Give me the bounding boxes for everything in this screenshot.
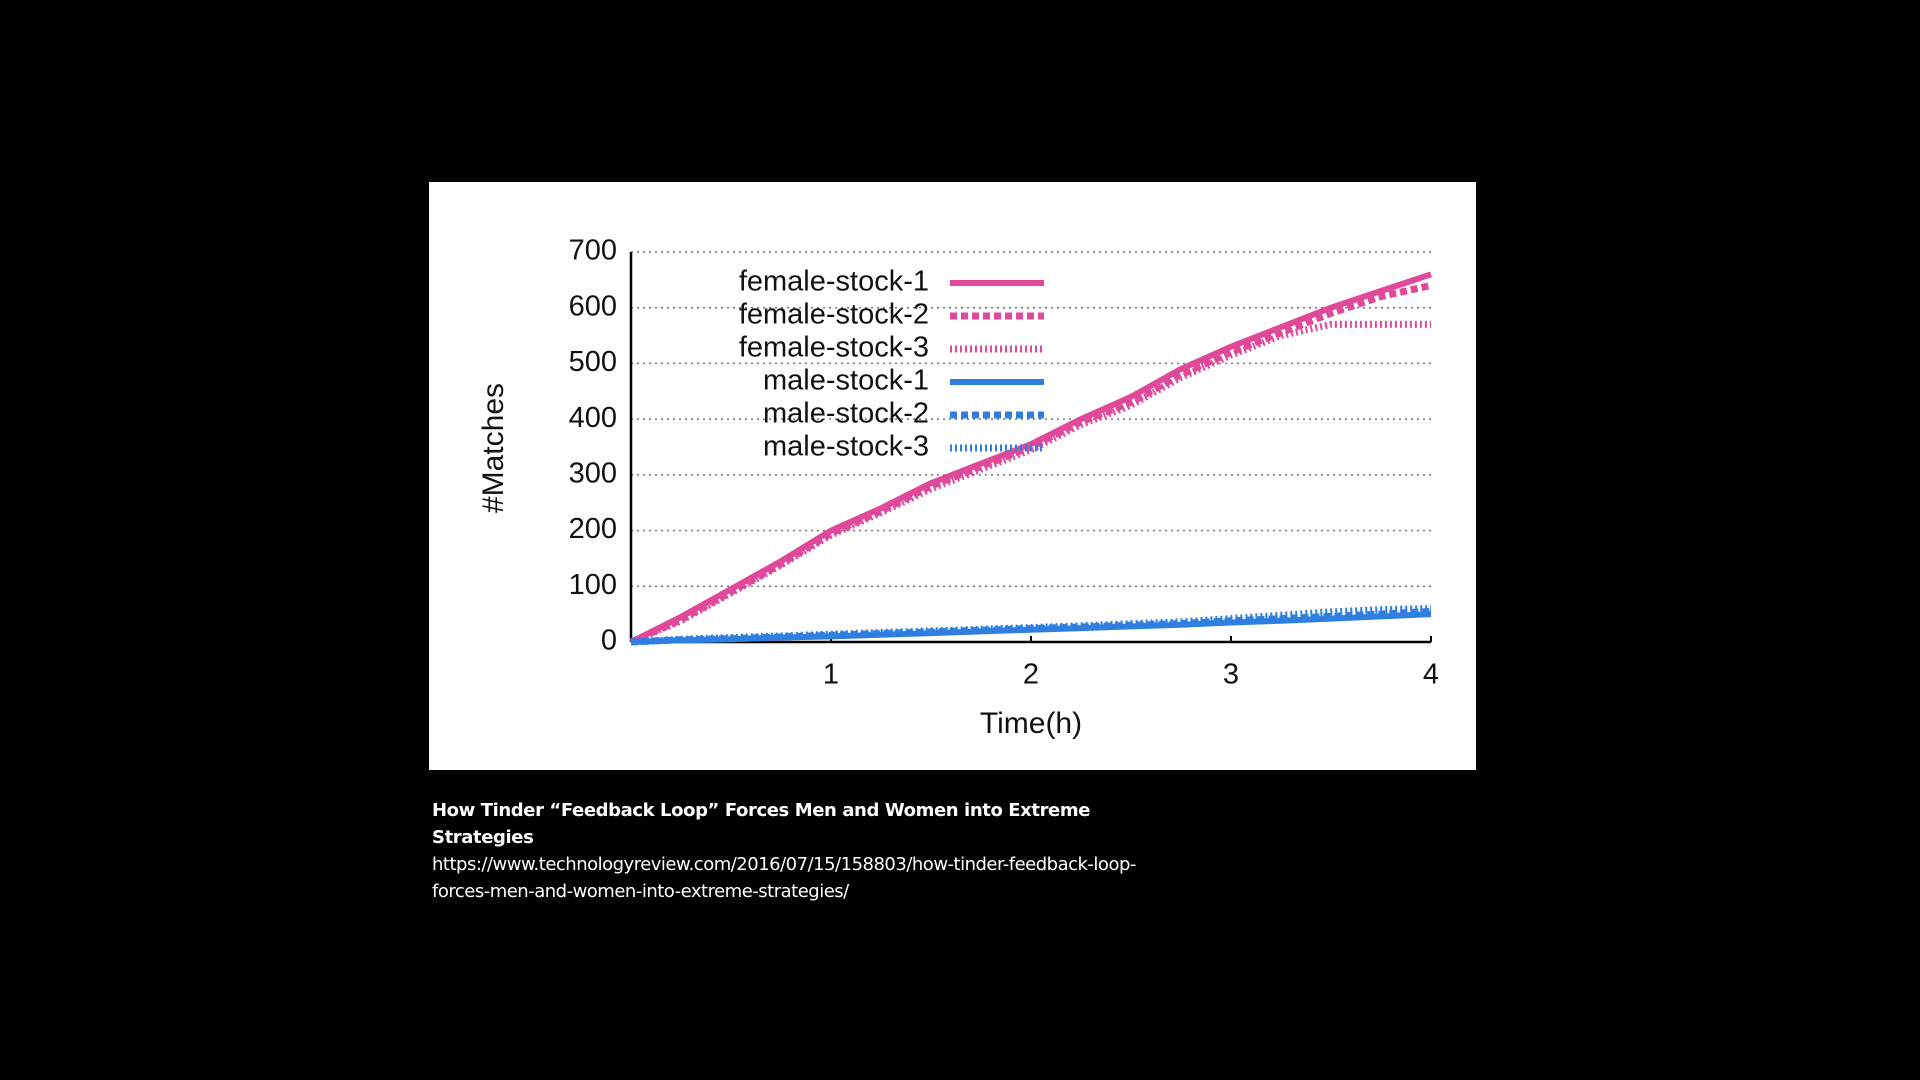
legend-label: female-stock-1 <box>739 266 929 298</box>
chart: #Matches Time(h) 0 100 200 300 400 500 600 700 1… <box>477 235 1439 740</box>
y-axis-label: #Matches <box>477 383 510 513</box>
legend-label: female-stock-3 <box>739 332 929 364</box>
legend-label: male-stock-2 <box>763 398 929 430</box>
caption-title: How Tinder “Feedback Loop” Forces Men an… <box>432 800 1091 848</box>
y-tick-label: 700 <box>569 235 617 267</box>
y-tick-label: 400 <box>569 402 617 434</box>
caption-url: https://www.technologyreview.com/2016/07… <box>432 854 1136 902</box>
x-tick-label: 3 <box>1223 659 1239 691</box>
caption: How Tinder “Feedback Loop” Forces Men an… <box>432 797 1147 905</box>
y-tick-label: 300 <box>569 458 617 490</box>
y-tick-label: 0 <box>601 625 617 657</box>
legend-label: male-stock-1 <box>763 365 929 397</box>
x-tick-label: 2 <box>1023 659 1039 691</box>
legend-label: female-stock-2 <box>739 299 929 331</box>
x-axis-label: Time(h) <box>980 707 1082 740</box>
y-tick-label: 500 <box>569 346 617 378</box>
chart-panel: #Matches Time(h) 0 100 200 300 400 500 600 700 1… <box>429 182 1476 770</box>
x-tick-label: 1 <box>823 659 839 691</box>
x-tick-label: 4 <box>1423 659 1439 691</box>
series-line <box>629 320 1431 646</box>
series-line <box>630 605 1432 646</box>
y-tick-label: 200 <box>569 513 617 545</box>
y-tick-label: 600 <box>569 290 617 322</box>
y-tick-label: 100 <box>569 569 617 601</box>
legend-label: male-stock-3 <box>763 431 929 463</box>
